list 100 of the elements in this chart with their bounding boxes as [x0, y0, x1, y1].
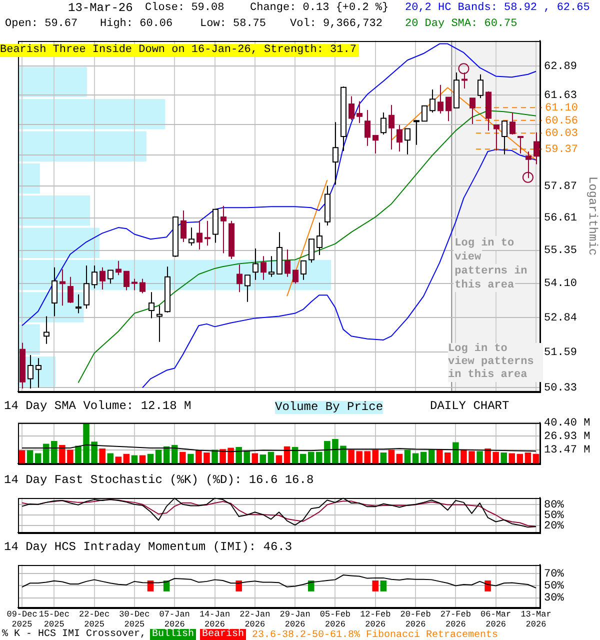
x-tick-label: 30-Dec 2025 [119, 610, 150, 630]
y-tick-label: 13.47 M [544, 444, 590, 457]
chart-title: 14 Day Fast Stochastic (%K) (%D): 16.6 16.8 [4, 473, 314, 487]
candlestick [292, 270, 298, 284]
bar [188, 454, 194, 464]
candlestick [414, 120, 420, 146]
candlestick [132, 278, 138, 291]
text: 23.6-38.2-50-61.8% Fibonacci Retracements [252, 629, 498, 640]
bar [115, 456, 122, 464]
text: Bearish [200, 629, 246, 640]
text: 20 Day SMA: 60.75 [405, 18, 518, 31]
candlestick [438, 84, 444, 114]
text: Change: 0.13 {+0.2 %} [250, 2, 389, 15]
y-tick-label: 80% [544, 499, 564, 512]
x-tick-label: 29-Jan 2026 [280, 610, 310, 630]
candlestick [116, 260, 122, 276]
ref-line-label: 59.37 [545, 144, 578, 156]
bar [147, 454, 154, 464]
y-tick-label: 52.84 [544, 312, 578, 324]
candlestick [68, 276, 74, 304]
candlestick [44, 316, 50, 344]
candlestick [518, 136, 524, 154]
x-tick-label: 09-Dec 2025 [6, 610, 38, 630]
y-tick-label: 50% [544, 510, 564, 522]
y-tick-label: 56.61 [544, 212, 578, 225]
text: Volume By Price [275, 400, 384, 414]
bar [42, 444, 50, 464]
bar [396, 454, 403, 464]
bar [500, 452, 507, 464]
candlestick [364, 109, 370, 146]
y-tick-label: 26.93 M [544, 431, 590, 444]
bar [139, 455, 146, 464]
bar [388, 450, 395, 464]
y-tick-label: 70% [544, 568, 564, 581]
bar [300, 454, 306, 464]
candlestick [348, 96, 354, 121]
bar [404, 450, 411, 464]
text: Open: 59.67 [5, 18, 78, 31]
candlestick [204, 220, 210, 246]
bar [260, 454, 266, 464]
bar [18, 66, 87, 98]
candlestick [526, 151, 532, 179]
text: 20,2 HC Bands: 58.92 , 62.65 [405, 2, 590, 15]
bar [26, 450, 34, 464]
candlestick [470, 98, 476, 124]
y-tick-label: 62.89 [544, 60, 578, 73]
bar [107, 453, 114, 464]
candlestick [356, 100, 362, 124]
candlestick [388, 104, 394, 150]
candlestick [316, 222, 322, 256]
bar [532, 454, 540, 464]
bar [428, 450, 435, 464]
candlestick [260, 256, 266, 280]
y-tick-label: 20% [544, 520, 564, 532]
candlestick [140, 278, 146, 294]
bar [380, 452, 387, 464]
ref-line-label: 61.10 [545, 102, 578, 114]
candlestick [220, 205, 226, 254]
candlestick [380, 112, 386, 136]
text: Low: 58.75 [200, 18, 266, 31]
x-tick-label: 15-Dec 2025 [38, 610, 70, 630]
candlestick [478, 74, 484, 99]
candlestick [332, 122, 338, 186]
y-tick-label: 57.87 [544, 180, 578, 193]
bar [123, 454, 130, 464]
candlestick [236, 264, 242, 293]
bar [18, 450, 26, 464]
x-tick-label: 14-Jan 2026 [199, 610, 230, 630]
ref-line-label: 60.56 [545, 115, 578, 128]
candlestick [148, 292, 154, 319]
bar [252, 453, 258, 464]
bar [524, 452, 532, 464]
candlestick [534, 132, 540, 165]
x-tick-label: 22-Dec 2025 [78, 610, 110, 630]
ref-line-label: 60.03 [545, 128, 578, 140]
candlestick [502, 120, 508, 155]
chart-title: 13-Mar-26 [68, 1, 133, 15]
candlestick [372, 135, 378, 154]
chart-title: 14 Day SMA Volume: 12.18 M [4, 399, 192, 413]
bar [516, 454, 524, 464]
y-tick-label: 40.40 M [544, 418, 590, 430]
text: Close: 59.08 [145, 2, 224, 15]
bar [51, 440, 58, 464]
x-tick-label: 20-Feb 2026 [400, 610, 431, 630]
bar [34, 453, 42, 464]
bar [452, 442, 459, 464]
text: DAILY CHART [430, 399, 510, 413]
y-axis-title: Logarithmic [586, 176, 600, 256]
candlestick [156, 305, 162, 342]
bar [212, 450, 218, 464]
candlestick [446, 96, 452, 122]
x-tick-label: 07-Jan 2026 [159, 610, 190, 630]
x-tick-label: 22-Jan 2026 [240, 610, 270, 630]
y-tick-label: 50% [544, 580, 564, 593]
legend-title: % K - HCS IMI Crossover, [2, 629, 146, 640]
candlestick [494, 124, 500, 152]
candlestick [180, 210, 186, 243]
candlestick [188, 227, 194, 246]
candlestick [100, 266, 106, 290]
bar [180, 452, 186, 464]
